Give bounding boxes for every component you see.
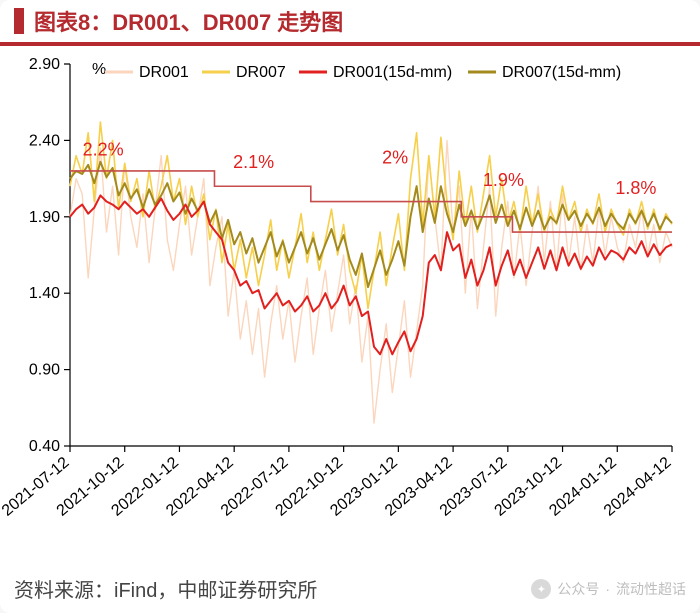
svg-text:1.40: 1.40	[29, 285, 60, 302]
svg-text:1.90: 1.90	[29, 209, 60, 226]
svg-text:1.8%: 1.8%	[615, 178, 656, 198]
watermark-sep: ·	[605, 581, 610, 597]
svg-text:1.9%: 1.9%	[483, 170, 524, 190]
svg-text:2.2%: 2.2%	[83, 140, 124, 160]
svg-text:0.90: 0.90	[29, 362, 60, 379]
svg-text:2.1%: 2.1%	[233, 152, 274, 172]
line-chart-svg: 0.400.901.401.902.402.90%2021-07-122021-…	[0, 46, 700, 566]
title-row: 图表8：DR001、DR007 走势图	[0, 0, 700, 46]
svg-text:DR001: DR001	[139, 64, 189, 81]
chart-card: 图表8：DR001、DR007 走势图 0.40 0.90 1.40 1.90 2.40…	[0, 0, 700, 613]
watermark: ✦ 公众号 · 流动性超话	[531, 579, 686, 599]
watermark-name: 流动性超话	[616, 579, 686, 599]
chart-area: 0.400.901.401.902.402.90%2021-07-122021-…	[0, 46, 700, 566]
wechat-icon: ✦	[531, 579, 551, 599]
source-footer: 资料来源：iFind，中邮证券研究所	[14, 574, 317, 603]
watermark-label: 公众号	[557, 579, 599, 599]
svg-text:DR007: DR007	[236, 64, 286, 81]
svg-text:2.40: 2.40	[29, 132, 60, 149]
svg-text:2.90: 2.90	[29, 56, 60, 73]
svg-text:DR001(15d-mm): DR001(15d-mm)	[333, 64, 452, 81]
svg-text:%: %	[92, 61, 106, 78]
title-accent-bar	[14, 8, 24, 34]
svg-text:DR007(15d-mm): DR007(15d-mm)	[502, 64, 621, 81]
svg-text:0.40: 0.40	[29, 438, 60, 455]
chart-title: 图表8：DR001、DR007 走势图	[34, 5, 343, 37]
svg-text:2%: 2%	[382, 147, 408, 167]
